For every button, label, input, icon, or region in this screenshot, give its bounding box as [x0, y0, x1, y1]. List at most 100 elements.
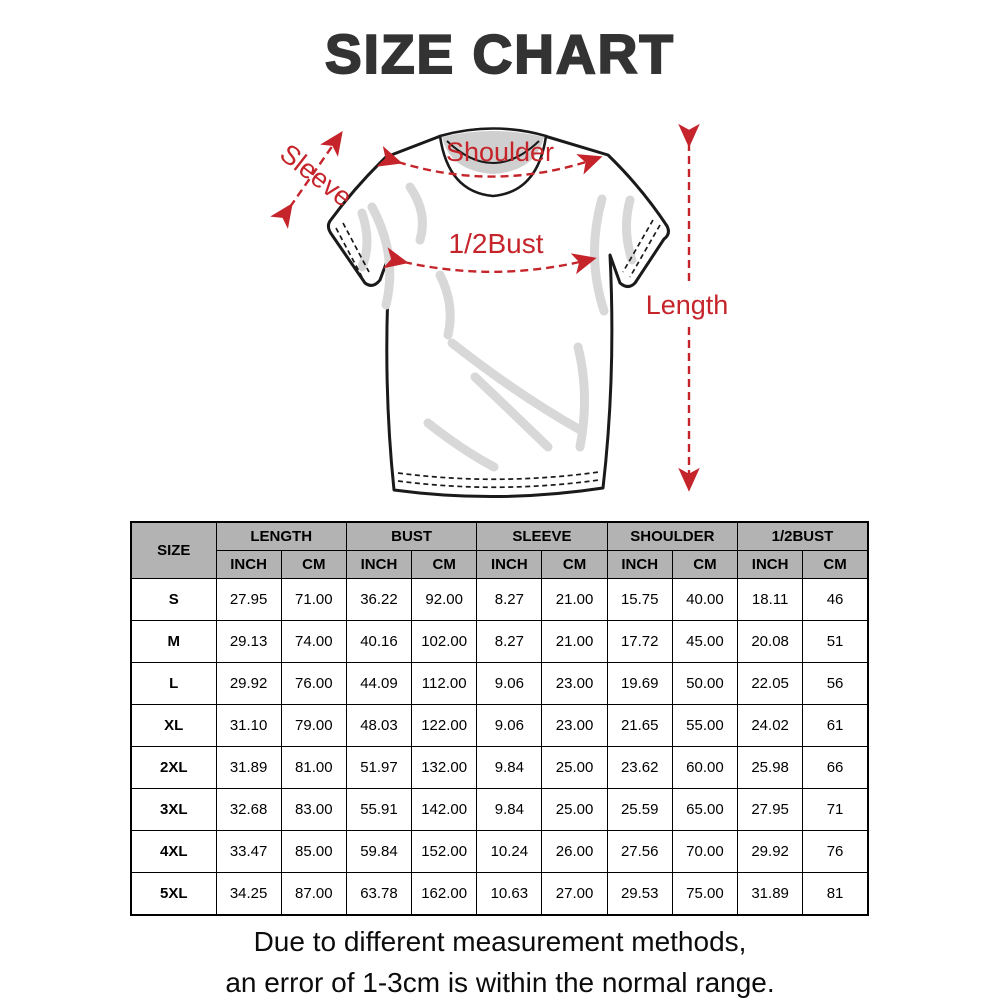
data-cell: 36.22	[345, 578, 413, 621]
data-cell: 66	[802, 746, 869, 789]
header-cell-length: LENGTH	[215, 521, 347, 551]
data-cell: 44.09	[345, 662, 413, 705]
data-cell: 59.84	[345, 830, 413, 873]
data-cell: 132.00	[411, 746, 478, 789]
data-cell: 83.00	[280, 788, 347, 831]
wrinkle-shading	[357, 182, 637, 472]
unit-cell: CM	[411, 550, 478, 579]
data-cell: 81.00	[280, 746, 347, 789]
size-table: SIZE LENGTH BUST SLEEVE SHOULDER 1/2BUST…	[130, 521, 869, 916]
data-cell: 29.53	[606, 872, 673, 916]
data-cell: 21.00	[541, 578, 608, 621]
unit-cell: CM	[541, 550, 608, 579]
data-cell: 102.00	[411, 620, 478, 663]
data-cell: 10.24	[476, 830, 543, 873]
data-cell: 63.78	[345, 872, 413, 916]
data-cell: 48.03	[345, 704, 413, 747]
unit-cell: CM	[671, 550, 739, 579]
data-cell: 51.97	[345, 746, 413, 789]
tshirt-outline	[326, 127, 670, 499]
data-cell: 31.89	[737, 872, 804, 916]
data-cell: 40.16	[345, 620, 413, 663]
table-row: XL 31.10 79.00 48.03 122.00 9.06 23.00 2…	[130, 704, 869, 747]
header-cell-shoulder: SHOULDER	[606, 521, 739, 551]
length-label: Length	[646, 290, 729, 320]
data-cell: 81	[802, 872, 869, 916]
data-cell: 27.95	[737, 788, 804, 831]
data-cell: 23.00	[541, 704, 608, 747]
tshirt-diagram-svg: Sleeve Shoulder 1/2Bust Length	[270, 123, 729, 499]
header-cell-sleeve: SLEEVE	[476, 521, 608, 551]
data-cell: 27.56	[606, 830, 673, 873]
header-cell-halfbust: 1/2BUST	[737, 521, 869, 551]
table-row: 2XL 31.89 81.00 51.97 132.00 9.84 25.00 …	[130, 746, 869, 789]
data-cell: 23.00	[541, 662, 608, 705]
unit-cell: INCH	[606, 550, 673, 579]
data-cell: 25.59	[606, 788, 673, 831]
data-cell: 55.91	[345, 788, 413, 831]
size-cell: 5XL	[130, 872, 217, 916]
data-cell: 15.75	[606, 578, 673, 621]
data-cell: 122.00	[411, 704, 478, 747]
measurement-disclaimer: Due to different measurement methods, an…	[0, 922, 1000, 1000]
data-cell: 142.00	[411, 788, 478, 831]
size-cell: 3XL	[130, 788, 217, 831]
data-cell: 21.00	[541, 620, 608, 663]
data-cell: 71	[802, 788, 869, 831]
table-row: 3XL 32.68 83.00 55.91 142.00 9.84 25.00 …	[130, 788, 869, 831]
data-cell: 162.00	[411, 872, 478, 916]
sleeve-label: Sleeve	[274, 138, 358, 212]
data-cell: 60.00	[671, 746, 739, 789]
data-cell: 25.00	[541, 746, 608, 789]
data-cell: 29.92	[737, 830, 804, 873]
data-cell: 74.00	[280, 620, 347, 663]
unit-cell: CM	[280, 550, 347, 579]
data-cell: 40.00	[671, 578, 739, 621]
data-cell: 56	[802, 662, 869, 705]
data-cell: 17.72	[606, 620, 673, 663]
data-cell: 75.00	[671, 872, 739, 916]
data-cell: 9.06	[476, 704, 543, 747]
data-cell: 31.10	[215, 704, 282, 747]
data-cell: 61	[802, 704, 869, 747]
unit-cell: CM	[802, 550, 869, 579]
table-row: S 27.95 71.00 36.22 92.00 8.27 21.00 15.…	[130, 578, 869, 621]
data-cell: 55.00	[671, 704, 739, 747]
data-cell: 9.84	[476, 788, 543, 831]
data-cell: 22.05	[737, 662, 804, 705]
data-cell: 25.98	[737, 746, 804, 789]
tshirt-measurement-diagram: Sleeve Shoulder 1/2Bust Length	[270, 95, 730, 515]
data-cell: 70.00	[671, 830, 739, 873]
table-row: M 29.13 74.00 40.16 102.00 8.27 21.00 17…	[130, 620, 869, 663]
table-row: L 29.92 76.00 44.09 112.00 9.06 23.00 19…	[130, 662, 869, 705]
data-cell: 71.00	[280, 578, 347, 621]
data-cell: 152.00	[411, 830, 478, 873]
data-cell: 50.00	[671, 662, 739, 705]
size-cell: L	[130, 662, 217, 705]
half-bust-arrow	[382, 247, 597, 275]
data-cell: 27.00	[541, 872, 608, 916]
data-cell: 27.95	[215, 578, 282, 621]
data-cell: 46	[802, 578, 869, 621]
data-cell: 8.27	[476, 578, 543, 621]
data-cell: 65.00	[671, 788, 739, 831]
table-row: 4XL 33.47 85.00 59.84 152.00 10.24 26.00…	[130, 830, 869, 873]
size-cell: XL	[130, 704, 217, 747]
data-cell: 8.27	[476, 620, 543, 663]
disclaimer-line-1: Due to different measurement methods,	[253, 926, 747, 957]
header-cell-bust: BUST	[345, 521, 478, 551]
data-cell: 24.02	[737, 704, 804, 747]
data-cell: 9.06	[476, 662, 543, 705]
data-cell: 76	[802, 830, 869, 873]
data-cell: 85.00	[280, 830, 347, 873]
size-cell: 2XL	[130, 746, 217, 789]
data-cell: 31.89	[215, 746, 282, 789]
size-cell: M	[130, 620, 217, 663]
data-cell: 29.13	[215, 620, 282, 663]
header-cell-size: SIZE	[130, 521, 217, 579]
sleeve-arrow	[270, 131, 343, 229]
stitch-lines	[335, 219, 661, 489]
data-cell: 76.00	[280, 662, 347, 705]
data-cell: 20.08	[737, 620, 804, 663]
